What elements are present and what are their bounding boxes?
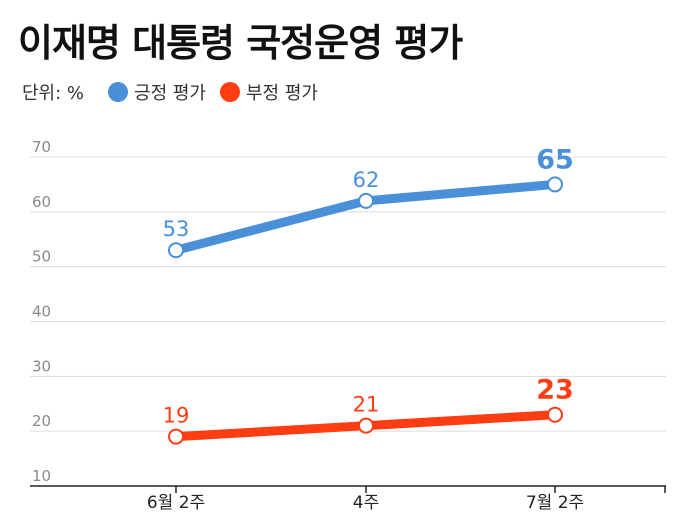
legend-item-positive: 긍정 평가 — [108, 79, 206, 105]
chart-title: 이재명 대통령 국정운영 평가 — [18, 21, 463, 65]
legend-label-positive: 긍정 평가 — [134, 83, 206, 104]
y-tick-label: 10 — [32, 467, 51, 485]
data-label: 23 — [536, 375, 574, 406]
legend: 단위: % 긍정 평가 부정 평가 — [22, 80, 332, 104]
data-point — [168, 242, 184, 259]
data-label: 62 — [353, 168, 380, 192]
data-label: 53 — [163, 217, 190, 241]
x-tick-label: 6월 2주 — [147, 493, 205, 513]
data-point — [547, 406, 563, 423]
y-tick-label: 20 — [32, 412, 51, 430]
y-tick-label: 40 — [32, 303, 51, 321]
legend-label-negative: 부정 평가 — [245, 83, 318, 104]
y-tick-label: 50 — [32, 248, 51, 266]
data-label: 19 — [163, 404, 190, 428]
y-tick-label: 70 — [32, 138, 51, 156]
data-point — [168, 428, 184, 445]
data-point — [547, 176, 563, 193]
y-tick-label: 30 — [32, 357, 51, 375]
y-tick-label: 60 — [32, 193, 51, 211]
data-label: 65 — [536, 144, 574, 175]
legend-swatch-positive — [108, 82, 129, 102]
unit-label: 단위: % — [22, 83, 85, 104]
x-tick-label: 4주 — [353, 493, 379, 513]
data-point — [358, 192, 374, 209]
x-tick-label: 7월 2주 — [526, 493, 584, 513]
legend-item-negative: 부정 평가 — [219, 79, 318, 105]
legend-swatch-negative — [219, 82, 240, 102]
data-point — [358, 417, 374, 434]
data-label: 21 — [353, 393, 380, 417]
